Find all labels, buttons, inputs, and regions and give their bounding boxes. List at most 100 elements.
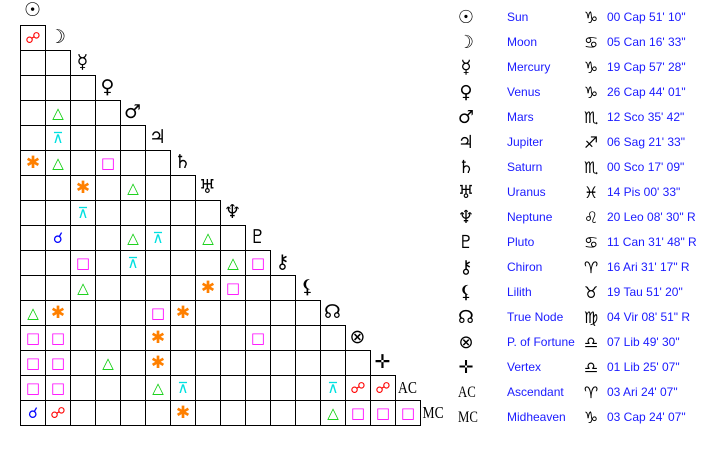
- planet-position[interactable]: 16 Ari 31' 17" R: [607, 260, 690, 274]
- square-icon: □: [50, 329, 66, 347]
- planet-row: ☉ Sun ♑ 00 Cap 51' 10": [450, 5, 705, 30]
- aspect-cell: □: [20, 325, 46, 351]
- aspect-cell: ⊼: [70, 200, 96, 226]
- planet-name[interactable]: Sun: [507, 10, 529, 24]
- aspect-cell: [70, 75, 96, 101]
- planet-position[interactable]: 19 Tau 51' 20": [607, 285, 683, 299]
- planet-row: ⚸ Lilith ♉ 19 Tau 51' 20": [450, 280, 705, 305]
- planet-name[interactable]: Uranus: [507, 185, 546, 199]
- neptune-icon: ♆: [457, 207, 475, 228]
- planet-position[interactable]: 04 Vir 08' 51" R: [607, 310, 691, 324]
- planet-name[interactable]: Neptune: [507, 210, 553, 224]
- aspect-cell: [20, 225, 46, 251]
- aspect-cell: [70, 150, 96, 176]
- conjunction-icon: ☌: [52, 229, 64, 247]
- planet-name[interactable]: Moon: [507, 35, 538, 49]
- square-icon: □: [50, 354, 66, 372]
- planet-name[interactable]: Vertex: [507, 360, 542, 374]
- aspect-cell: [195, 200, 221, 226]
- aspect-cell: [295, 375, 321, 401]
- conjunction-icon: ☌: [27, 404, 39, 422]
- planet-position[interactable]: 20 Leo 08' 30" R: [607, 210, 696, 224]
- planet-name[interactable]: Lilith: [507, 285, 532, 299]
- aspect-cell: □: [245, 325, 271, 351]
- planet-name[interactable]: Jupiter: [507, 135, 544, 149]
- planet-position[interactable]: 26 Cap 44' 01": [607, 85, 686, 99]
- sun-icon: ☉: [23, 0, 42, 21]
- planet-name[interactable]: Venus: [507, 85, 541, 99]
- planet-name[interactable]: Pluto: [507, 235, 535, 249]
- aspect-cell: ✱: [145, 325, 171, 351]
- planet-row: AC Ascendant ♈ 03 Ari 24' 07": [450, 380, 705, 405]
- aspect-cell: ☍: [370, 375, 396, 401]
- aspect-cell: [95, 300, 121, 326]
- planet-name[interactable]: Midheaven: [507, 410, 566, 424]
- aspect-cell: [195, 375, 221, 401]
- square-icon: □: [375, 404, 391, 422]
- planet-name[interactable]: P. of Fortune: [507, 335, 575, 349]
- planet-position[interactable]: 00 Cap 51' 10": [607, 10, 686, 24]
- jupiter-icon: ♃: [148, 126, 167, 148]
- planet-name[interactable]: Saturn: [507, 160, 543, 174]
- aspect-cell: ⊼: [45, 125, 71, 151]
- planet-position[interactable]: 12 Sco 35' 42": [607, 110, 685, 124]
- sextile-icon: ✱: [50, 303, 66, 323]
- planet-position[interactable]: 05 Can 16' 33": [607, 35, 686, 49]
- opposition-icon: ☍: [350, 379, 366, 397]
- planet-name[interactable]: True Node: [507, 310, 564, 324]
- aspect-cell: ✱: [45, 300, 71, 326]
- aspect-cell: [20, 200, 46, 226]
- aspect-cell: [245, 300, 271, 326]
- aspect-cell: [295, 325, 321, 351]
- aspect-cell: □: [45, 350, 71, 376]
- opposition-icon: ☍: [50, 404, 66, 422]
- planet-position[interactable]: 19 Cap 57' 28": [607, 60, 686, 74]
- aspect-cell: [120, 325, 146, 351]
- quincunx-icon: ⊼: [77, 204, 89, 222]
- aspect-cell: [170, 225, 196, 251]
- uranus-icon: ♅: [457, 182, 475, 203]
- square-icon: □: [25, 329, 41, 347]
- aspect-cell: [270, 350, 296, 376]
- mars-icon: ♂: [457, 107, 475, 128]
- aspect-cell: [270, 300, 296, 326]
- planet-position[interactable]: 03 Ari 24' 07": [607, 385, 678, 399]
- planet-position[interactable]: 03 Cap 24' 07": [607, 410, 686, 424]
- sextile-icon: ✱: [150, 353, 166, 373]
- aspect-cell: [220, 350, 246, 376]
- aspect-cell: [145, 275, 171, 301]
- planet-position[interactable]: 06 Sag 21' 33": [607, 135, 685, 149]
- virgo-icon: ♍: [583, 308, 599, 327]
- square-icon: □: [75, 254, 91, 272]
- aspect-cell: [270, 375, 296, 401]
- leo-icon: ♌: [583, 208, 599, 227]
- planet-name[interactable]: Mercury: [507, 60, 551, 74]
- aspect-cell: [245, 400, 271, 426]
- planet-position[interactable]: 00 Sco 17' 09": [607, 160, 685, 174]
- vertex-icon: ✛: [458, 357, 474, 378]
- planet-name[interactable]: Mars: [507, 110, 534, 124]
- sextile-icon: ✱: [25, 153, 41, 173]
- aspect-cell: □: [145, 300, 171, 326]
- sextile-icon: ✱: [175, 403, 191, 423]
- capricorn-icon: ♑: [583, 8, 599, 27]
- aspect-cell: [245, 350, 271, 376]
- planet-name[interactable]: Chiron: [507, 260, 543, 274]
- planet-position[interactable]: 01 Lib 25' 07": [607, 360, 680, 374]
- planet-position[interactable]: 07 Lib 49' 30": [607, 335, 680, 349]
- planet-row: ⊗ P. of Fortune ♎ 07 Lib 49' 30": [450, 330, 705, 355]
- venus-icon: ♀: [459, 82, 473, 103]
- ascendant-icon: AC: [458, 384, 476, 401]
- square-icon: □: [225, 279, 241, 297]
- planet-name[interactable]: Ascendant: [507, 385, 564, 399]
- jupiter-icon: ♃: [457, 132, 475, 153]
- node-icon: ☊: [324, 301, 341, 323]
- planet-position[interactable]: 11 Can 31' 48" R: [607, 235, 697, 249]
- midheaven-icon: MC: [422, 403, 444, 422]
- sagittarius-icon: ♐: [583, 133, 599, 152]
- aspect-cell: ✱: [20, 150, 46, 176]
- aspect-cell: [120, 200, 146, 226]
- aspect-cell: [320, 350, 346, 376]
- aspect-cell: [270, 400, 296, 426]
- planet-position[interactable]: 14 Pis 00' 33": [607, 185, 681, 199]
